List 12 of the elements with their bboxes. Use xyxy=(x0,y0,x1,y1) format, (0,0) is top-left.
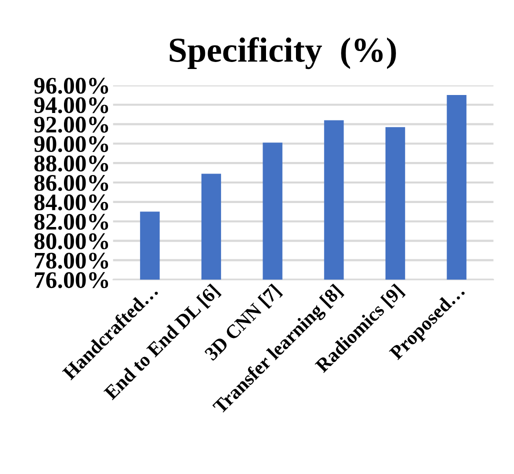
y-tick-label: 94.00% xyxy=(34,97,108,114)
y-tick-label: 96.00% xyxy=(34,78,108,94)
y-tick-label: 82.00% xyxy=(34,214,108,230)
y-tick-label: 86.00% xyxy=(34,174,108,192)
y-tick-label: 88.00% xyxy=(34,156,108,172)
y-tick-label: 92.00% xyxy=(34,116,108,133)
y-tick-label: 76.00% xyxy=(34,272,108,288)
y-tick-label: 90.00% xyxy=(34,136,108,152)
chart-title: Specificity (%) xyxy=(170,37,396,70)
y-tick-label: 78.00% xyxy=(34,252,108,269)
y-tick-label: 84.00% xyxy=(34,194,108,210)
y-tick-label: 80.00% xyxy=(34,233,108,250)
